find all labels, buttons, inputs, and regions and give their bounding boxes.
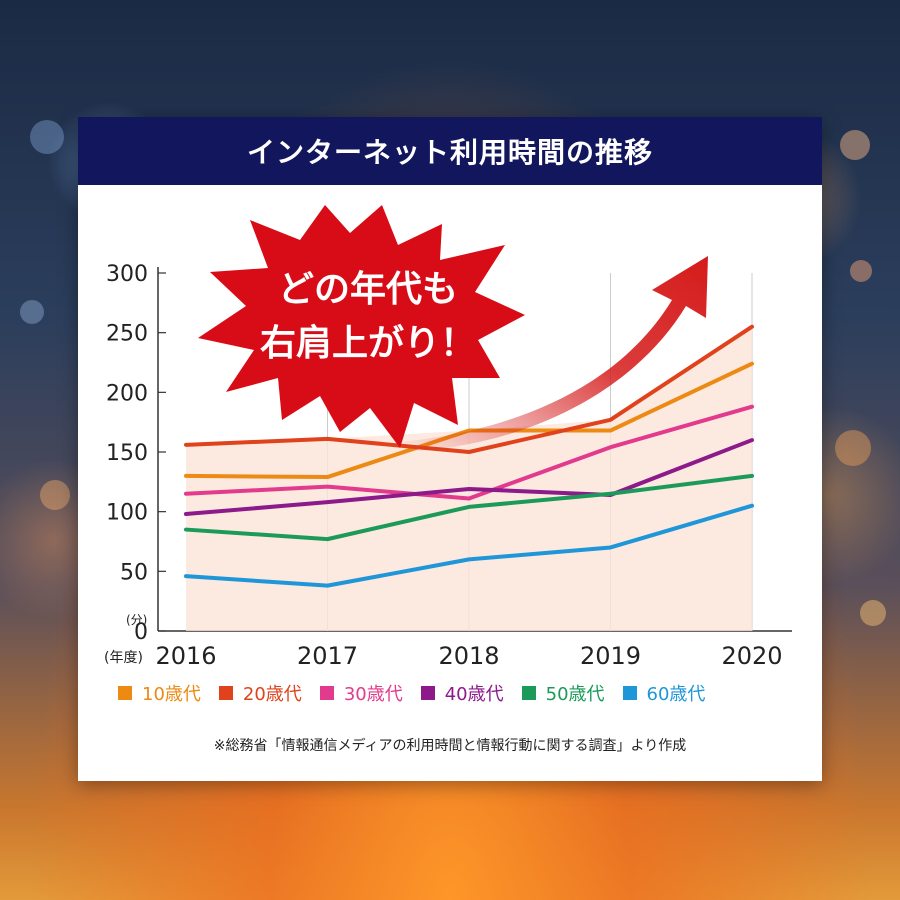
legend-item: 40歳代 [420,680,504,706]
legend-item: 20歳代 [218,680,302,706]
legend-label: 10歳代 [142,684,201,705]
series-line-60歳代 [184,503,754,588]
legend-swatch [622,686,637,700]
y-tick-label: 100 [106,501,148,526]
legend-label: 30歳代 [343,684,403,705]
y-tick-label: 50 [120,560,148,585]
legend-swatch [420,686,435,700]
y-axis-unit: (分) [126,613,147,627]
chart-title: インターネット利用時間の推移 [78,117,822,185]
legend-label: 60歳代 [646,684,706,705]
trend-arrow [400,256,708,452]
series-line-30歳代 [184,404,754,501]
legend-label: 50歳代 [545,684,605,705]
legend-swatch [521,686,536,700]
legend-swatch [118,686,132,700]
starburst-callout [198,205,525,448]
y-tick-label: 300 [106,262,148,287]
x-tick-label: 2020 [721,642,782,670]
y-tick-label: 250 [106,322,148,347]
legend-item: 60歳代 [622,680,706,706]
legend-label: 40歳代 [444,684,504,705]
x-tick-label: 2018 [438,642,499,670]
y-tick-label: 150 [106,441,148,466]
series-line-10歳代 [184,361,754,480]
x-axis-prefix: (年度) [104,650,143,666]
x-tick-label: 2019 [580,642,641,670]
series-line-40歳代 [184,438,754,517]
legend-swatch [218,686,233,700]
legend: 10歳代 20歳代 30歳代 40歳代 50歳代 60歳代 [118,680,798,706]
x-tick-label: 2016 [155,642,216,670]
source-note: ※総務省「情報通信メディアの利用時間と情報行動に関する調査」より作成 [213,738,687,754]
legend-item: 30歳代 [319,680,403,706]
legend-item: 50歳代 [521,680,605,706]
x-tick-label: 2017 [297,642,358,670]
area-fill [186,326,752,631]
legend-label: 20歳代 [242,684,302,705]
legend-item: 10歳代 [118,680,201,706]
y-tick-label: 0 [134,620,148,645]
series-layer [184,324,754,588]
series-line-20歳代 [184,324,754,454]
y-tick-label: 200 [106,381,148,406]
series-line-50歳代 [184,473,754,542]
legend-swatch [319,686,334,700]
callout-line-1: どの年代も [278,269,458,310]
callout-line-2: 右肩上がり！ [260,322,476,364]
